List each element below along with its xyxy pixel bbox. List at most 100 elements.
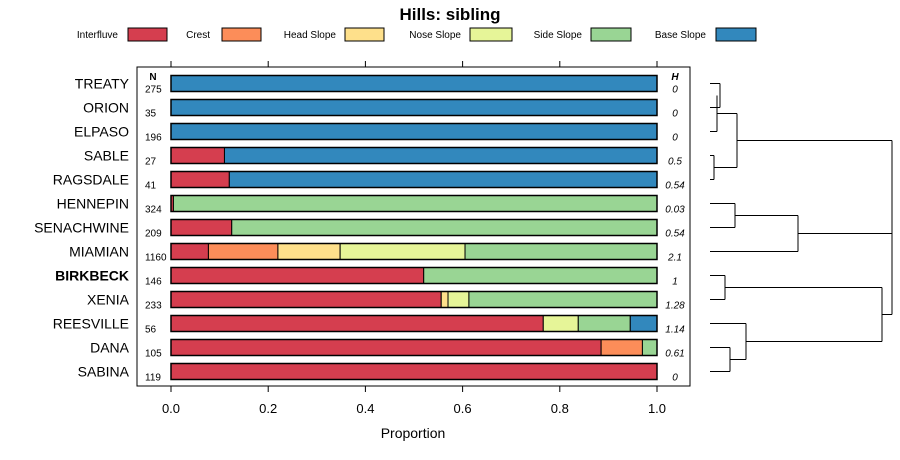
- bar-outline: [170, 170, 658, 189]
- category-label: REESVILLE: [53, 316, 129, 332]
- x-tick-label: 1.0: [648, 401, 666, 416]
- dendrogram-branch: [710, 215, 799, 252]
- legend-label: Side Slope: [534, 30, 583, 41]
- legend: Interfluve Crest Head Slope Nose Slope Side …: [77, 27, 757, 42]
- n-value-label: 146: [145, 277, 162, 288]
- bar-outline: [170, 266, 658, 285]
- bar-segment: [277, 243, 341, 260]
- h-value-label: 0.61: [665, 349, 684, 360]
- legend-label: Interfluve: [77, 30, 119, 41]
- category-label: SABINA: [78, 364, 130, 380]
- bar-segment: [170, 219, 233, 236]
- n-value-label: 1160: [145, 253, 167, 264]
- bar-segment: [339, 243, 466, 260]
- dendrogram-branch: [881, 287, 892, 342]
- bar-outline: [170, 338, 658, 357]
- bar-outline: [170, 122, 658, 141]
- legend-swatch: [221, 27, 262, 42]
- bar-segment: [170, 267, 425, 284]
- bar-outline: [170, 218, 658, 237]
- bar-segment: [172, 195, 658, 212]
- bar-segment: [170, 291, 442, 308]
- h-value-label: 0: [672, 85, 678, 96]
- plot-frame: [136, 66, 691, 387]
- h-value-label: 2.1: [667, 253, 682, 264]
- legend-swatch: [715, 27, 757, 42]
- n-value-label: 27: [145, 157, 157, 168]
- n-value-label: 56: [145, 325, 157, 336]
- bar-segment: [223, 147, 658, 164]
- bar-segment: [600, 339, 643, 356]
- bar-outline: [170, 290, 658, 309]
- h-value-label: 0.5: [668, 157, 682, 168]
- dendrogram-branch: [710, 83, 721, 108]
- bar-outline: [170, 314, 658, 333]
- x-tick-label: 0.0: [162, 401, 180, 416]
- h-value-label: 0: [672, 133, 678, 144]
- bar-segment: [447, 291, 470, 308]
- n-value-label: 233: [145, 301, 162, 312]
- h-value-label: 0.54: [665, 181, 685, 192]
- bar-segment: [228, 171, 658, 188]
- h-column-header: H: [671, 72, 679, 83]
- h-value-label: 0: [672, 373, 678, 384]
- x-tick-label: 0.8: [551, 401, 569, 416]
- h-value-label: 1.14: [665, 325, 685, 336]
- category-label: BIRKBECK: [55, 268, 129, 284]
- bar-segment: [577, 315, 631, 332]
- n-value-label: 196: [145, 133, 162, 144]
- dendrogram-branch: [710, 323, 747, 360]
- legend-swatch: [127, 27, 168, 42]
- bar-segment: [170, 99, 658, 116]
- category-label: SENACHWINE: [34, 220, 129, 236]
- bar-segment: [170, 339, 602, 356]
- n-value-label: 105: [145, 349, 162, 360]
- h-value-label: 0: [672, 109, 678, 120]
- category-label: XENIA: [87, 292, 130, 308]
- category-label: DANA: [90, 340, 130, 356]
- legend-label: Head Slope: [284, 30, 337, 41]
- bar-outline: [170, 98, 658, 117]
- n-value-label: 41: [145, 181, 157, 192]
- dendrogram-branch: [710, 203, 736, 228]
- bar-segment: [423, 267, 658, 284]
- legend-label: Nose Slope: [409, 30, 461, 41]
- bar-outline: [170, 146, 658, 165]
- legend-swatch: [590, 27, 632, 42]
- category-label: ELPASO: [74, 124, 129, 140]
- x-axis: 0.0 0.2 0.4 0.6 0.8 1.0: [162, 61, 666, 416]
- bar-segment: [207, 243, 279, 260]
- dendrogram-branch: [710, 95, 718, 132]
- bar-outline: [170, 74, 658, 93]
- bar-segment: [170, 171, 230, 188]
- h-value-label: 0.03: [665, 205, 685, 216]
- n-value-label: 275: [145, 85, 162, 96]
- category-label: MIAMIAN: [69, 244, 129, 260]
- n-column-header: N: [149, 72, 156, 83]
- category-label: ORION: [83, 100, 129, 116]
- x-axis-label: Proportion: [381, 425, 446, 441]
- bar-outline: [170, 362, 658, 381]
- legend-label: Crest: [186, 30, 210, 41]
- category-label: RAGSDALE: [53, 172, 129, 188]
- x-tick-label: 0.6: [454, 401, 472, 416]
- legend-label: Base Slope: [655, 30, 707, 41]
- bar-rows: TREATY 275 0 ORION 35 0 ELPASO 196 0 SABLE 27 0.5 RA…: [34, 74, 685, 384]
- dendrogram-branch: [710, 275, 726, 300]
- bar-segment: [170, 363, 658, 380]
- n-value-label: 209: [145, 229, 162, 240]
- n-value-label: 35: [145, 109, 157, 120]
- legend-swatch: [344, 27, 385, 42]
- bar-segment: [170, 123, 658, 140]
- x-tick-label: 0.2: [259, 401, 277, 416]
- dendrogram-branch: [710, 155, 715, 180]
- bar-outline: [170, 242, 658, 261]
- bar-segment: [170, 243, 209, 260]
- category-label: HENNEPIN: [57, 196, 129, 212]
- h-value-label: 0.54: [665, 229, 685, 240]
- n-value-label: 119: [145, 373, 161, 384]
- n-value-label: 324: [145, 205, 162, 216]
- h-value-label: 1: [672, 277, 678, 288]
- category-label: TREATY: [75, 76, 130, 92]
- h-value-label: 1.28: [665, 301, 685, 312]
